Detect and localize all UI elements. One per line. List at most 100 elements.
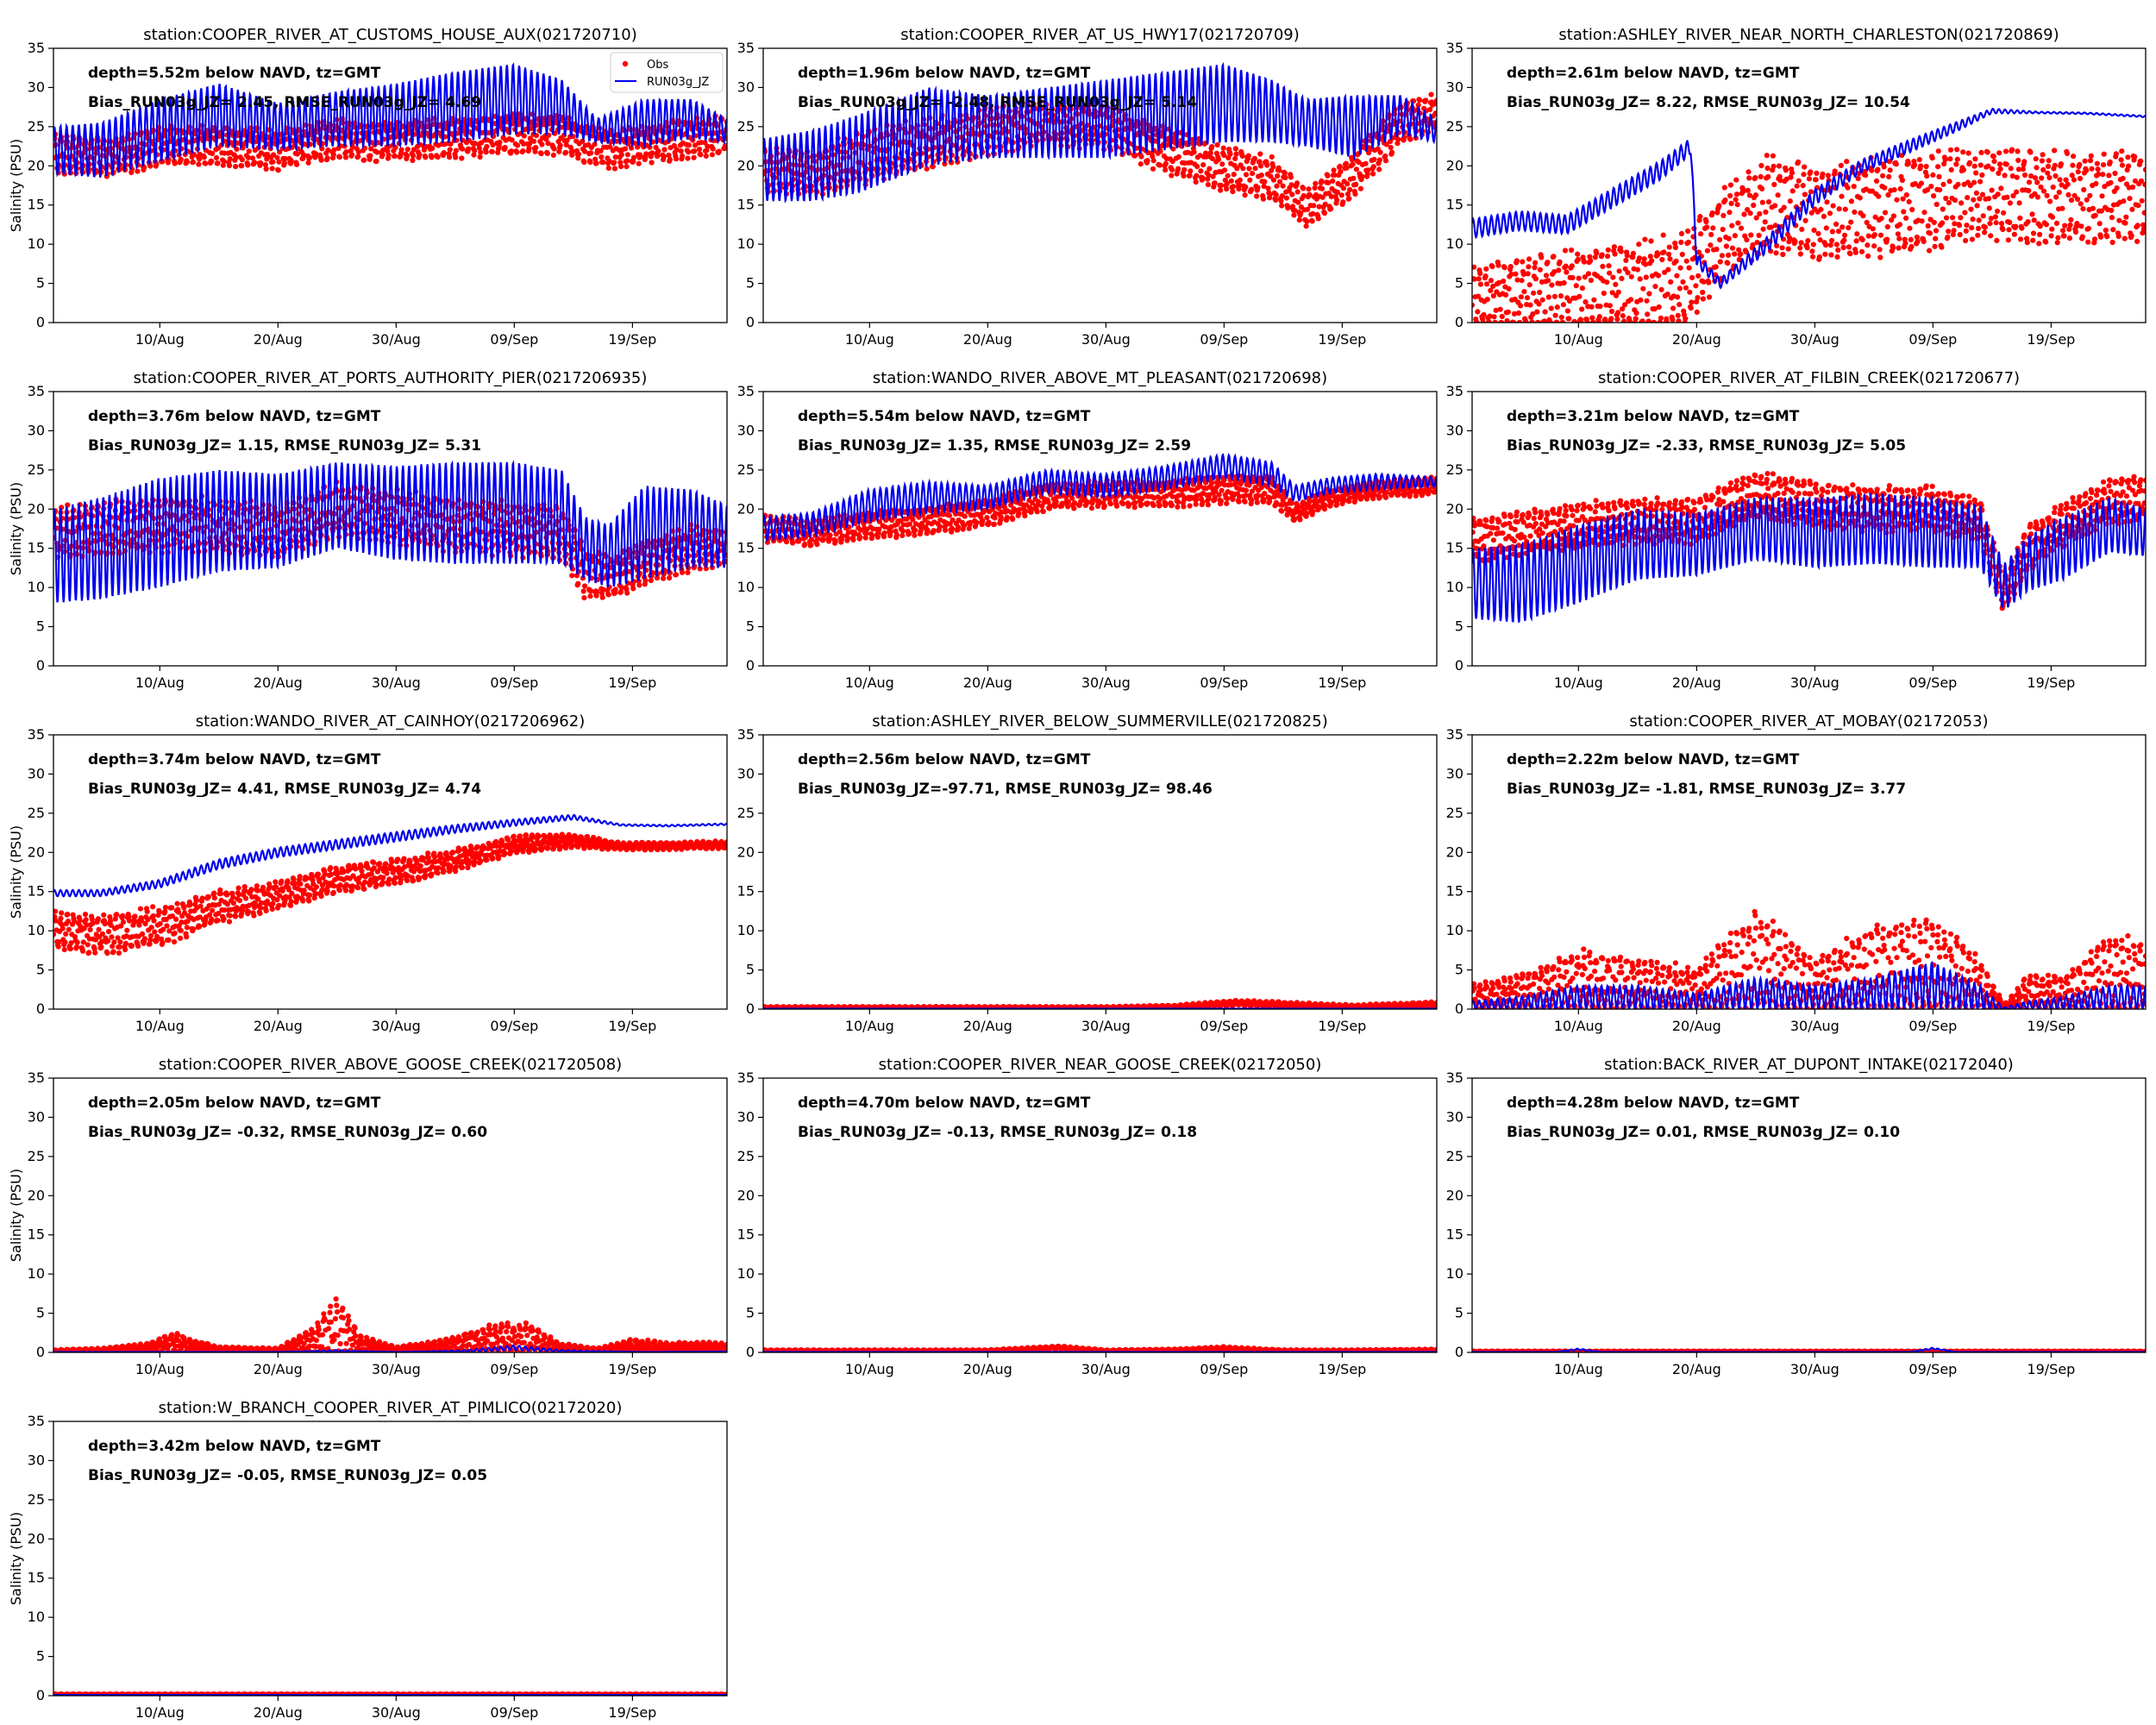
obs-point xyxy=(2015,158,2021,163)
obs-point xyxy=(2120,163,2125,168)
obs-point xyxy=(2106,172,2111,178)
obs-point xyxy=(1232,172,1237,177)
obs-point xyxy=(533,145,538,150)
y-axis-label: Salinity (PSU) xyxy=(8,482,24,575)
obs-point xyxy=(1633,316,1639,321)
obs-point xyxy=(587,593,592,599)
obs-point xyxy=(1661,249,1666,254)
obs-point xyxy=(228,156,233,161)
plot-data xyxy=(761,455,1439,548)
stats-annotation: Bias_RUN03g_JZ= 2.45, RMSE_RUN03g_JZ= 4.… xyxy=(88,94,481,111)
obs-point xyxy=(2077,162,2082,167)
obs-point xyxy=(1981,213,1986,218)
obs-point xyxy=(1817,254,1822,260)
y-tick-label: 0 xyxy=(1455,314,1463,330)
obs-point xyxy=(1894,198,1899,203)
stats-annotation: Bias_RUN03g_JZ= -2.48, RMSE_RUN03g_JZ= 5… xyxy=(798,94,1197,111)
subplot-title: station:ASHLEY_RIVER_NEAR_NORTH_CHARLEST… xyxy=(1558,26,2059,44)
obs-point xyxy=(1659,257,1664,262)
obs-point xyxy=(1860,213,1865,218)
obs-point xyxy=(2021,166,2026,172)
obs-point xyxy=(882,530,887,536)
obs-point xyxy=(582,583,587,588)
obs-point xyxy=(2009,147,2015,153)
obs-point xyxy=(1841,245,1846,250)
obs-point xyxy=(2081,187,2086,192)
obs-point xyxy=(1912,162,1917,167)
obs-point xyxy=(1527,303,1532,308)
y-tick-label: 35 xyxy=(1446,40,1463,56)
obs-point xyxy=(1700,290,1705,295)
obs-point xyxy=(215,160,220,166)
obs-point xyxy=(1575,252,1580,257)
obs-point xyxy=(2084,168,2089,173)
obs-point xyxy=(1520,259,1525,264)
obs-point xyxy=(2114,151,2119,156)
obs-point xyxy=(1638,276,1643,281)
obs-point xyxy=(606,592,611,597)
depth-annotation: depth=5.52m below NAVD, tz=GMT xyxy=(88,65,381,82)
obs-point xyxy=(2040,167,2046,172)
obs-point xyxy=(2078,223,2084,229)
obs-point xyxy=(1534,310,1539,315)
obs-point xyxy=(1169,172,1174,178)
obs-point xyxy=(2069,198,2074,203)
obs-point xyxy=(179,157,184,162)
obs-point xyxy=(1915,239,1921,244)
obs-point xyxy=(1826,172,1831,178)
obs-point xyxy=(1274,184,1279,189)
obs-point xyxy=(1945,235,1950,240)
obs-point xyxy=(2057,190,2062,195)
obs-point xyxy=(1834,242,1839,247)
obs-point xyxy=(417,152,422,157)
obs-point xyxy=(1771,182,1777,187)
obs-point xyxy=(1532,260,1538,266)
obs-point xyxy=(704,154,709,159)
obs-point xyxy=(1809,248,1814,254)
obs-point xyxy=(1609,309,1614,314)
obs-point xyxy=(1940,220,1945,225)
y-tick-label: 30 xyxy=(28,422,45,438)
obs-point xyxy=(984,515,989,520)
obs-point xyxy=(2006,237,2011,242)
obs-point xyxy=(1674,273,1679,279)
obs-point xyxy=(1319,179,1324,184)
obs-point xyxy=(2026,219,2031,224)
obs-point xyxy=(2041,189,2046,194)
obs-point xyxy=(1580,285,1585,291)
obs-point xyxy=(1232,156,1238,161)
obs-point xyxy=(1273,198,1278,203)
obs-point xyxy=(1748,232,1753,237)
obs-point xyxy=(1600,252,1605,257)
obs-point xyxy=(531,139,536,144)
obs-point xyxy=(1979,172,1984,178)
obs-point xyxy=(1880,173,1885,179)
obs-point xyxy=(784,539,789,544)
obs-point xyxy=(661,147,667,152)
obs-point xyxy=(1717,237,1722,242)
obs-point xyxy=(906,531,912,536)
obs-point xyxy=(2086,226,2091,231)
obs-point xyxy=(539,151,544,156)
obs-point xyxy=(1865,242,1870,248)
obs-point xyxy=(1642,256,1647,261)
obs-point xyxy=(2135,203,2140,208)
obs-point xyxy=(307,155,312,160)
obs-point xyxy=(1483,273,1489,279)
obs-point xyxy=(1306,186,1311,191)
obs-point xyxy=(1786,247,1791,252)
obs-point xyxy=(1655,252,1660,257)
obs-point xyxy=(1903,216,1908,221)
obs-point xyxy=(943,528,948,533)
obs-point xyxy=(1964,223,1969,228)
obs-point xyxy=(1792,239,1797,244)
obs-point xyxy=(1244,172,1249,177)
obs-point xyxy=(1417,97,1422,103)
obs-point xyxy=(1879,216,1884,221)
obs-point xyxy=(337,154,342,160)
obs-point xyxy=(1619,276,1624,281)
obs-point xyxy=(569,573,574,578)
obs-point xyxy=(1695,295,1700,300)
obs-point xyxy=(2142,210,2147,216)
obs-point xyxy=(1665,267,1670,273)
